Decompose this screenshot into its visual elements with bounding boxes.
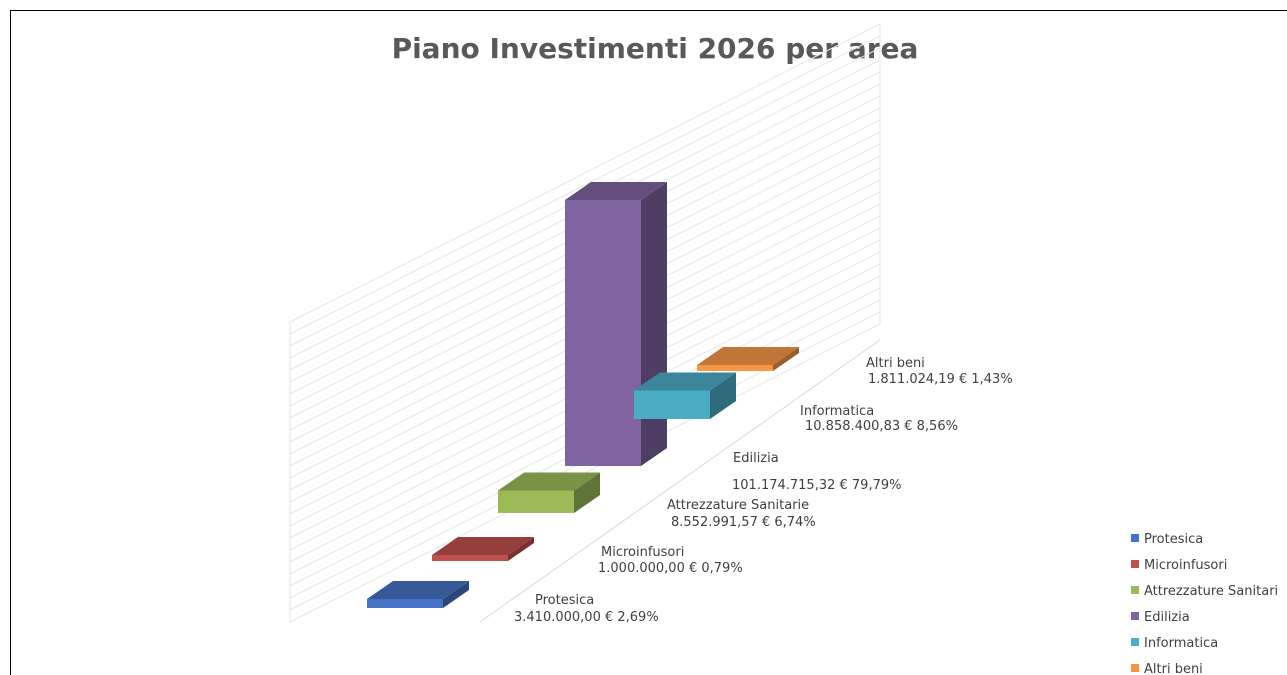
chart-legend: Protesica Microinfusori Attrezzature Sanit… <box>1131 532 1278 675</box>
bar-microinfusori <box>432 537 534 561</box>
legend-swatch <box>1131 638 1139 646</box>
bar-edilizia <box>565 182 667 466</box>
data-label-category: Microinfusori <box>601 545 684 560</box>
data-label-category: Altri beni <box>866 356 925 371</box>
legend-item-attrezzature-sanitari: Attrezzature Sanitari <box>1131 584 1278 599</box>
legend-label: Edilizia <box>1144 610 1190 625</box>
legend-label: Attrezzature Sanitari <box>1144 584 1278 599</box>
bar-attrezzature-sanitarie <box>498 472 600 513</box>
legend-item-microinfusori: Microinfusori <box>1131 558 1227 573</box>
bar-protesica <box>367 581 469 608</box>
data-label-protesica: Protesica 3.410.000,00 € 2,69% <box>514 593 659 625</box>
data-label-value: 10.858.400,83 € 8,56% <box>805 419 958 434</box>
data-label-category: Informatica <box>800 404 874 419</box>
legend-label: Altri beni <box>1144 662 1203 675</box>
data-label-value: 8.552.991,57 € 6,74% <box>671 515 816 530</box>
data-label-value: 3.410.000,00 € 2,69% <box>514 610 659 625</box>
bar-informatica <box>634 372 736 419</box>
legend-label: Microinfusori <box>1144 558 1227 573</box>
legend-item-protesica: Protesica <box>1131 532 1203 547</box>
legend-swatch <box>1131 612 1139 620</box>
chart-floor <box>479 339 881 623</box>
legend-label: Protesica <box>1144 532 1203 547</box>
legend-label: Informatica <box>1144 636 1218 651</box>
data-label-value: 1.811.024,19 € 1,43% <box>868 372 1013 387</box>
data-label-category: Attrezzature Sanitarie <box>667 498 809 513</box>
legend-swatch <box>1131 664 1139 672</box>
legend-item-altri-beni: Altri beni <box>1131 662 1203 675</box>
chart-title: Piano Investimenti 2026 per area <box>392 32 919 65</box>
legend-swatch <box>1131 560 1139 568</box>
chart-frame <box>10 10 1287 675</box>
chart-bars <box>367 182 799 608</box>
legend-item-informatica: Informatica <box>1131 636 1218 651</box>
data-label-category: Protesica <box>535 593 594 608</box>
legend-swatch <box>1131 534 1139 542</box>
legend-item-edilizia: Edilizia <box>1131 610 1190 625</box>
data-label-category: Edilizia <box>733 451 779 466</box>
data-label-attrezzature-sanitarie: Attrezzature Sanitarie 8.552.991,57 € 6,7… <box>667 498 816 530</box>
data-label-edilizia: Edilizia 101.174.715,32 € 79,79% <box>732 451 901 493</box>
chart-data-labels: Protesica 3.410.000,00 € 2,69% Microinfuso… <box>514 356 1013 625</box>
legend-swatch <box>1131 586 1139 594</box>
bar-altri-beni <box>697 347 799 371</box>
data-label-value: 1.000.000,00 € 0,79% <box>598 561 743 576</box>
data-label-value: 101.174.715,32 € 79,79% <box>732 478 901 493</box>
